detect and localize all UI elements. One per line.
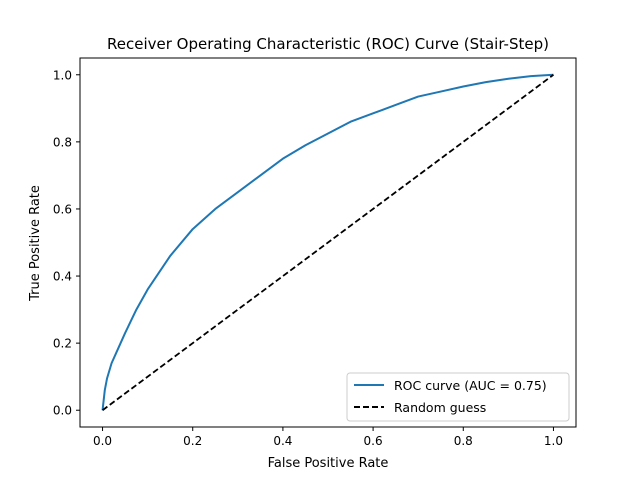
- random-guess-line: [102, 74, 554, 411]
- x-axis-label: False Positive Rate: [268, 456, 389, 471]
- x-tick-label: 1.0: [544, 434, 563, 448]
- series-layer: [101, 73, 554, 411]
- roc-curve-line: [101, 73, 554, 411]
- legend: ROC curve (AUC = 0.75) Random guess: [346, 372, 570, 422]
- chart-title: Receiver Operating Characteristic (ROC) …: [107, 35, 549, 53]
- legend-label-roc-curve: ROC curve (AUC = 0.75): [394, 378, 547, 393]
- y-tick-label: 1.0: [53, 68, 72, 82]
- y-tick-label: 0.8: [53, 135, 72, 149]
- y-axis-label: True Positive Rate: [28, 185, 43, 302]
- ticks-layer: 0.0 0.2 0.4 0.6 0.8 1.0 0.0 0.2 0.4 0.6 0.8 1.0: [53, 68, 563, 448]
- x-tick-label: 0.0: [93, 434, 112, 448]
- x-tick-label: 0.2: [183, 434, 202, 448]
- y-tick-label: 0.2: [53, 337, 72, 351]
- plot-area: 0.0 0.2 0.4 0.6 0.8 1.0 0.0 0.2 0.4 0.6 0.8 1.0: [53, 57, 577, 448]
- x-tick-label: 0.6: [364, 434, 383, 448]
- legend-box: [346, 372, 570, 422]
- y-tick-label: 0.4: [53, 270, 72, 284]
- legend-label-random-guess: Random guess: [394, 400, 486, 415]
- x-tick-label: 0.8: [454, 434, 473, 448]
- axes-frame: [79, 57, 577, 428]
- x-tick-label: 0.4: [273, 434, 292, 448]
- y-tick-label: 0.6: [53, 202, 72, 216]
- y-tick-label: 0.0: [53, 404, 72, 418]
